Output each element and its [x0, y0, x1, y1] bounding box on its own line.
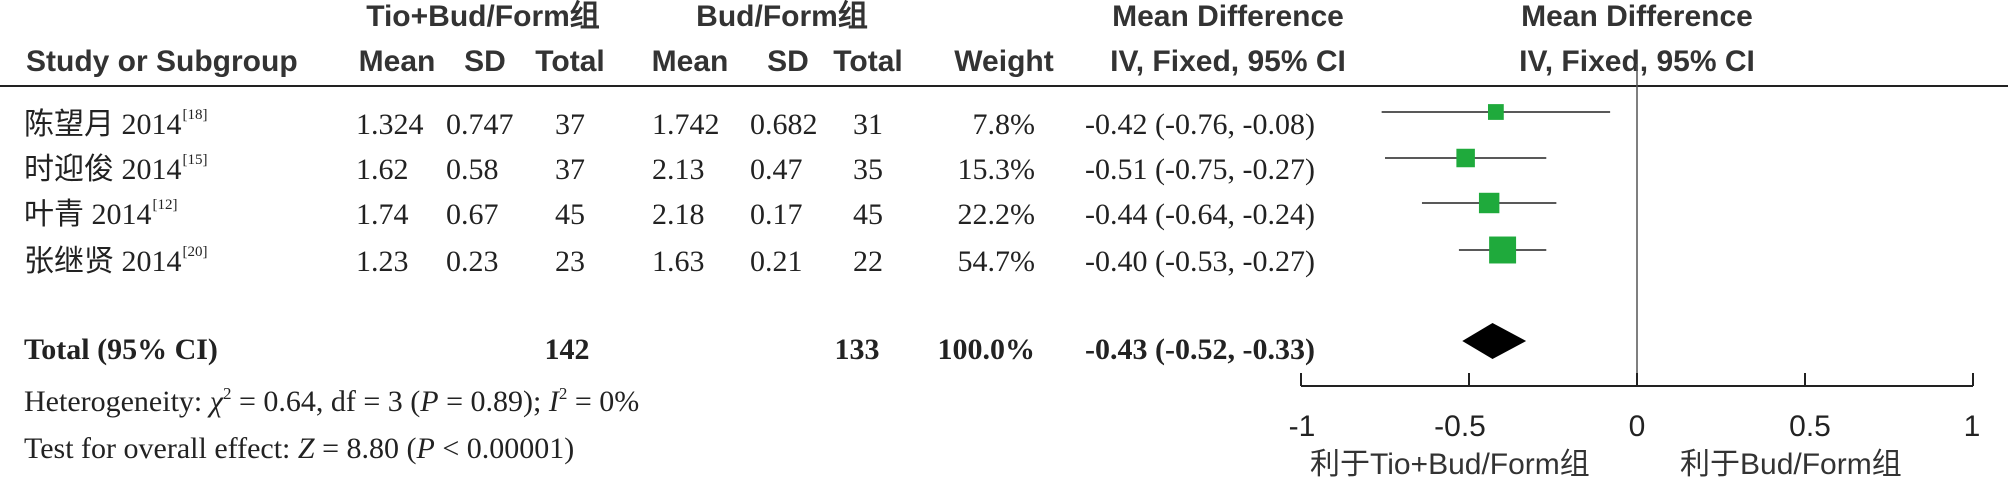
- header-exp-sd: SD: [464, 45, 506, 78]
- header-ctrl-total: Total: [833, 45, 903, 78]
- exp-sd: 0.23: [446, 245, 499, 278]
- ctrl-total: 45: [853, 198, 883, 231]
- weight: 15.3%: [957, 153, 1036, 186]
- header-ctrl-mean: Mean: [651, 45, 729, 78]
- exp-mean: 1.62: [356, 153, 409, 186]
- ci-text: -0.44 (-0.64, -0.24): [1085, 198, 1315, 231]
- header-method-table: IV, Fixed, 95% CI: [1110, 45, 1346, 78]
- ctrl-sd: 0.21: [750, 245, 803, 278]
- overall-effect-text: Test for overall effect: Z = 8.80 (P < 0…: [24, 432, 575, 465]
- total-weight: 100.0%: [937, 333, 1036, 366]
- ctrl-mean: 2.18: [652, 198, 705, 231]
- exp-total: 37: [555, 108, 585, 141]
- header-control-group: Bud/Form组: [696, 0, 868, 33]
- study-name: 时迎俊 2014[15]: [24, 152, 208, 186]
- tick-label: 1: [1963, 410, 1981, 443]
- header-mean-difference-plot: Mean Difference: [1521, 0, 1753, 33]
- ctrl-mean: 1.63: [652, 245, 705, 278]
- study-ref: [15]: [182, 152, 208, 168]
- total-ci-text: -0.43 (-0.52, -0.33): [1085, 333, 1315, 366]
- exp-total: 45: [555, 198, 585, 231]
- ci-text: -0.42 (-0.76, -0.08): [1085, 108, 1315, 141]
- header-study-or-subgroup: Study or Subgroup: [26, 45, 298, 78]
- ctrl-mean: 2.13: [652, 153, 705, 186]
- exp-total: 37: [555, 153, 585, 186]
- favours-left-label: 利于Tio+Bud/Form组: [1310, 448, 1590, 481]
- study-effect-square: [1487, 104, 1504, 120]
- favours-right-label: 利于Bud/Form组: [1680, 448, 1902, 481]
- header-exp-mean: Mean: [358, 45, 436, 78]
- ctrl-total: 22: [853, 245, 883, 278]
- header-ctrl-sd: SD: [767, 45, 809, 78]
- exp-sd: 0.747: [446, 108, 514, 141]
- ctrl-total: 31: [853, 108, 883, 141]
- ctrl-sd: 0.47: [750, 153, 803, 186]
- exp-sd: 0.58: [446, 153, 499, 186]
- total-exp-total: 142: [544, 333, 590, 366]
- weight: 22.2%: [957, 198, 1036, 231]
- header-mean-difference-table: Mean Difference: [1112, 0, 1344, 33]
- study-ref: [18]: [182, 107, 208, 123]
- ci-text: -0.40 (-0.53, -0.27): [1085, 245, 1315, 278]
- weight: 7.8%: [972, 108, 1036, 141]
- study-effect-square: [1478, 192, 1500, 214]
- exp-sd: 0.67: [446, 198, 499, 231]
- weight: 54.7%: [957, 245, 1036, 278]
- header-exp-total: Total: [535, 45, 605, 78]
- heterogeneity-text: Heterogeneity: χ2 = 0.64, df = 3 (P = 0.…: [24, 384, 640, 418]
- ctrl-sd: 0.682: [750, 108, 818, 141]
- study-ref: [12]: [152, 197, 178, 213]
- header-weight: Weight: [954, 45, 1054, 78]
- study-name: 叶青 2014[12]: [24, 197, 178, 231]
- ctrl-total: 35: [853, 153, 883, 186]
- exp-total: 23: [555, 245, 585, 278]
- study-name: 张继贤 2014[20]: [24, 244, 208, 278]
- ctrl-mean: 1.742: [652, 108, 720, 141]
- tick-label: -0.5: [1434, 410, 1486, 443]
- exp-mean: 1.74: [356, 198, 409, 231]
- exp-mean: 1.23: [356, 245, 409, 278]
- study-effect-square: [1489, 236, 1517, 264]
- ci-text: -0.51 (-0.75, -0.27): [1085, 153, 1315, 186]
- tick-label: -1: [1288, 410, 1316, 443]
- pooled-diamond: [1462, 323, 1527, 359]
- study-ref: [20]: [182, 244, 208, 260]
- exp-mean: 1.324: [356, 108, 424, 141]
- tick-label: 0: [1628, 410, 1646, 443]
- header-experimental-group: Tio+Bud/Form组: [366, 0, 600, 33]
- total-label: Total (95% CI): [24, 333, 218, 366]
- total-ctrl-total: 133: [834, 333, 880, 366]
- ctrl-sd: 0.17: [750, 198, 803, 231]
- study-effect-square: [1456, 148, 1475, 168]
- tick-label: 0.5: [1789, 410, 1831, 443]
- study-name: 陈望月 2014[18]: [24, 107, 208, 141]
